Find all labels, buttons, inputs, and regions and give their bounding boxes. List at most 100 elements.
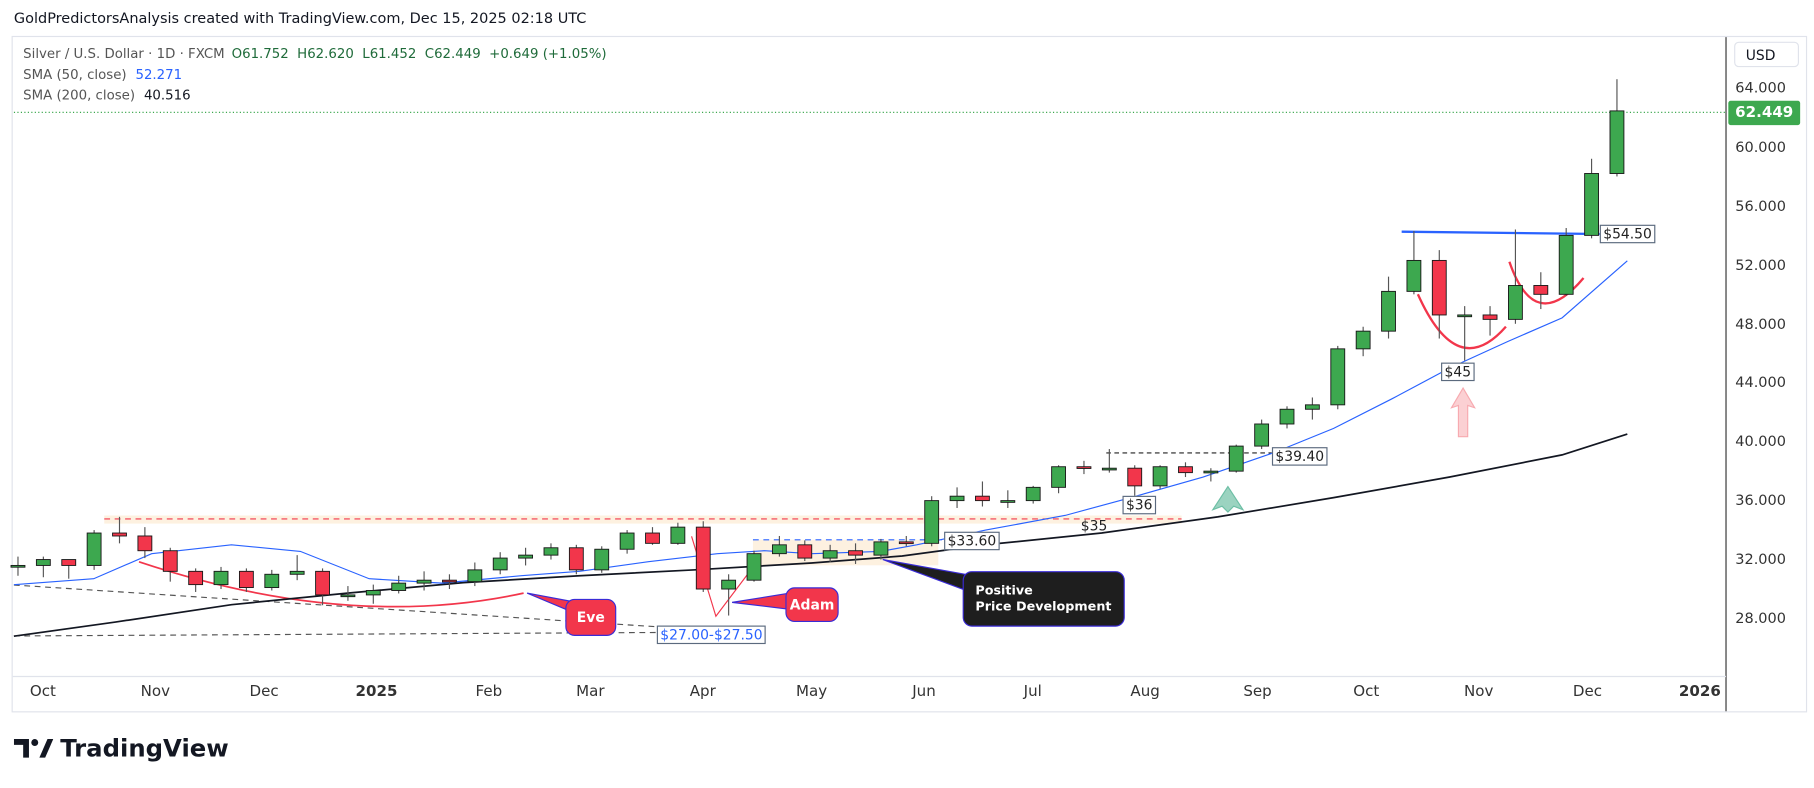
- candle-body: [1431, 259, 1447, 316]
- candle-up: [492, 552, 508, 575]
- trend-dashed-line-2: [13, 631, 656, 637]
- level-3360-label: $33.60: [944, 531, 1000, 551]
- candle-up: [1051, 465, 1066, 494]
- candle-up: [873, 538, 889, 560]
- candle-up: [1203, 468, 1219, 482]
- time-tick-label: Feb: [475, 683, 503, 701]
- candle-up: [365, 584, 381, 604]
- candle-body: [61, 559, 77, 566]
- candle-down: [315, 568, 330, 606]
- candle-body: [670, 526, 686, 544]
- time-tick-label: Dec: [249, 683, 279, 701]
- chart-frame: [11, 35, 1808, 713]
- candle-body: [1482, 314, 1498, 320]
- time-tick-label: 2025: [355, 683, 398, 701]
- legend-sma200-row[interactable]: SMA (200, close) 40.516: [23, 87, 190, 103]
- candle-up: [1304, 397, 1320, 420]
- price-tick-label: 36.000: [1735, 491, 1786, 509]
- candle-up: [543, 543, 559, 560]
- candle-down: [695, 521, 711, 592]
- candle-body: [924, 500, 940, 544]
- candle-up: [1254, 419, 1270, 450]
- candle-body: [35, 559, 51, 566]
- candle-up: [213, 566, 229, 590]
- candle-down: [137, 527, 153, 559]
- level-3940-label: $39.40: [1271, 447, 1328, 466]
- candle-down: [568, 544, 584, 575]
- candle-body: [1025, 486, 1041, 502]
- candle-up: [721, 574, 737, 616]
- candle-up: [949, 487, 965, 508]
- candle-body: [848, 550, 863, 556]
- candle-body: [797, 544, 813, 559]
- candle-up: [391, 575, 407, 594]
- candle-body: [1254, 423, 1270, 447]
- candle-up: [746, 550, 762, 582]
- candle-body: [1228, 445, 1244, 472]
- candle-up: [264, 569, 280, 591]
- price-tick-label: 64.000: [1735, 78, 1786, 97]
- candle-up: [1457, 306, 1473, 361]
- candle-body: [518, 554, 534, 559]
- sma50-label: SMA (50, close): [23, 66, 127, 83]
- candle-body: [1127, 467, 1143, 487]
- positive-price-callout: Positive Price Development: [962, 571, 1125, 627]
- time-tick-label: Apr: [689, 683, 716, 701]
- candle-body: [213, 570, 229, 586]
- positive-line-1: Positive: [975, 582, 1033, 598]
- candle-body: [898, 541, 914, 545]
- level-35-label: $35: [1080, 517, 1108, 535]
- candle-down: [645, 527, 660, 545]
- candle-up: [1101, 449, 1117, 473]
- time-tick-label: Nov: [140, 683, 170, 701]
- candle-body: [594, 548, 610, 571]
- last-price-label: 62.449: [1728, 100, 1801, 126]
- candle-down: [898, 535, 914, 547]
- candle-body: [1178, 466, 1193, 474]
- time-tick-label: Jul: [1023, 683, 1042, 701]
- ohlc-values: O61.752 H62.620 L61.452 C62.449 +0.649 (…: [231, 45, 607, 62]
- price-tick-label: 48.000: [1735, 314, 1786, 332]
- adam-callout: Adam: [785, 587, 839, 623]
- time-tick-label: Dec: [1572, 683, 1603, 701]
- candle-body: [619, 532, 635, 550]
- candle-body: [771, 544, 787, 555]
- candle-up: [289, 555, 305, 581]
- candle-up: [822, 544, 838, 563]
- resistance-35-band: [104, 515, 1182, 524]
- candle-body: [1508, 285, 1523, 320]
- tradingview-logo[interactable]: TradingView: [13, 734, 229, 762]
- candle-up: [670, 522, 686, 545]
- trend-dashed-line-1: [13, 584, 656, 628]
- candle-body: [1584, 173, 1599, 236]
- candle-up: [1406, 230, 1422, 295]
- adam-pointer: [732, 592, 791, 610]
- candle-body: [568, 547, 584, 571]
- range-27-label: $27.00-$27.50: [656, 625, 767, 645]
- currency-button[interactable]: USD: [1734, 41, 1799, 68]
- price-tick-label: 56.000: [1735, 196, 1786, 215]
- time-tick-label: Oct: [1353, 683, 1380, 701]
- candle-body: [86, 532, 102, 566]
- symbol-title[interactable]: Silver / U.S. Dollar · 1D · FXCM: [23, 45, 225, 62]
- price-tick-label: 52.000: [1735, 255, 1786, 273]
- candle-body: [10, 564, 26, 568]
- candle-up: [416, 571, 432, 591]
- candle-body: [1609, 110, 1625, 174]
- candle-up: [619, 530, 635, 554]
- price-tick-label: 32.000: [1735, 550, 1786, 568]
- candle-up: [1279, 406, 1295, 429]
- legend-sma50-row[interactable]: SMA (50, close) 52.271: [23, 66, 182, 82]
- candle-down: [1127, 465, 1143, 498]
- sma50-line: [13, 260, 1628, 586]
- tradingview-logo-icon: [13, 739, 54, 758]
- candle-down: [238, 568, 254, 592]
- candle-body: [340, 594, 356, 598]
- candle-down: [1178, 462, 1193, 478]
- candle-body: [1355, 330, 1371, 350]
- candle-up: [86, 530, 102, 570]
- candle-down: [112, 516, 127, 544]
- candle-down: [1533, 272, 1549, 310]
- sma50-value: 52.271: [135, 66, 183, 83]
